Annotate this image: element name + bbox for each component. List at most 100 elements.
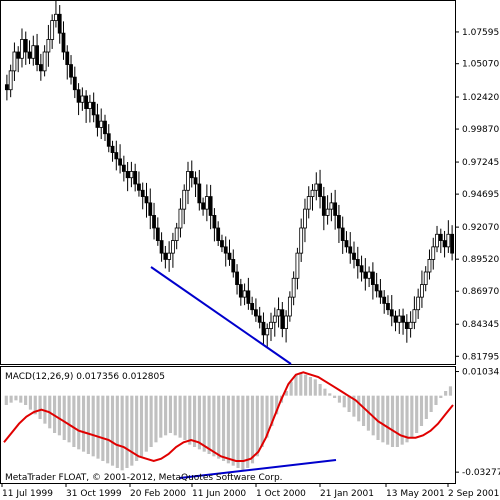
time-axis-label: 11 Jul 1999 <box>2 489 53 499</box>
candle-body <box>344 240 349 248</box>
candle-body <box>325 208 330 216</box>
candle-body <box>416 296 421 311</box>
macd-hist-bar <box>323 388 327 396</box>
trendline-macd[interactable] <box>179 459 337 479</box>
candle-body <box>238 284 243 298</box>
macd-hist-bar <box>226 395 230 464</box>
macd-hist-bar <box>14 395 18 401</box>
candle-body <box>333 202 338 216</box>
price-axis-label: 1.07595 <box>462 28 499 38</box>
trendline-price[interactable] <box>150 266 292 365</box>
macd-hist-bar <box>72 395 76 447</box>
candle-body <box>110 145 115 153</box>
candle-body <box>446 233 451 248</box>
macd-hist-bar <box>207 395 211 454</box>
candle-body <box>80 95 85 103</box>
macd-hist-bar <box>77 395 81 450</box>
macd-hist-bar <box>275 395 279 415</box>
macd-hist-bar <box>4 395 8 405</box>
candle-body <box>412 309 417 323</box>
macd-hist-bar <box>270 395 274 426</box>
price-axis-label: 0.99870 <box>462 125 499 135</box>
candle-body <box>435 233 439 248</box>
candle-body <box>291 277 296 298</box>
time-axis: 11 Jul 1999 31 Oct 1999 20 Feb 2000 11 Jun … <box>1 483 499 499</box>
candle-body <box>125 171 130 179</box>
macd-hist-bar <box>144 395 148 452</box>
candle-body <box>235 271 239 285</box>
candle-body <box>114 152 119 160</box>
candle-body <box>133 171 138 185</box>
price-axis-label: 0.89520 <box>462 255 499 265</box>
candle-body <box>148 202 153 216</box>
macd-hist-bar <box>212 395 216 457</box>
candle-body <box>389 309 394 317</box>
macd-hist-bar <box>9 395 13 403</box>
macd-hist-bar <box>221 395 226 461</box>
macd-hist-bar <box>390 395 395 447</box>
macd-hist-bar <box>86 395 90 454</box>
candle-body <box>220 240 224 248</box>
macd-hist-bar <box>236 395 240 468</box>
candle-body <box>16 51 21 59</box>
candle-body <box>355 259 360 267</box>
macd-hist-bar <box>395 395 399 447</box>
candle-body <box>12 51 17 72</box>
candle-body <box>27 51 32 59</box>
candle-body <box>103 120 107 135</box>
macd-hist-bar <box>342 395 346 408</box>
time-axis-label: 21 Jan 2001 <box>320 489 374 499</box>
candle-body <box>329 202 334 210</box>
macd-hist-bar <box>410 395 414 438</box>
macd-hist-bar <box>265 395 269 438</box>
candle-body <box>276 309 281 317</box>
candle-body <box>140 189 145 197</box>
candle-body <box>42 51 47 72</box>
candle-body <box>223 246 228 254</box>
candle-body <box>20 39 24 59</box>
candle-body <box>284 315 288 329</box>
candle-body <box>31 45 36 59</box>
candle-body <box>182 189 187 210</box>
candle-body <box>295 252 300 279</box>
candle-body <box>431 246 436 260</box>
macd-hist-bar <box>188 395 192 445</box>
candle-body <box>261 321 266 336</box>
candle-body <box>174 227 179 241</box>
price-candles <box>4 0 455 348</box>
candle-body <box>91 101 96 116</box>
macd-hist-bar <box>154 395 158 443</box>
macd-hist-bar <box>386 395 390 445</box>
macd-hist-bar <box>168 395 173 433</box>
candle-body <box>265 328 270 336</box>
candle-body <box>246 290 251 304</box>
candle-body <box>72 76 77 91</box>
price-axis-label: 1.05070 <box>462 60 499 70</box>
macd-hist-bar <box>260 395 264 447</box>
macd-hist-bar <box>246 395 250 468</box>
candle-body <box>46 39 51 53</box>
macd-histogram <box>4 372 453 471</box>
candle-body <box>442 240 447 248</box>
candle-body <box>163 252 168 260</box>
macd-hist-bar <box>313 379 317 396</box>
candle-body <box>269 321 273 329</box>
candle-body <box>272 315 277 323</box>
candle-body <box>438 233 443 241</box>
candle-body <box>303 208 307 229</box>
macd-hist-bar <box>101 395 105 461</box>
candle-body <box>106 133 111 147</box>
macd-hist-bar <box>91 395 95 457</box>
candle-body <box>167 252 172 260</box>
candle-body <box>310 189 315 197</box>
macd-hist-bar <box>328 393 332 396</box>
macd-hist-bar <box>284 391 288 396</box>
price-panel-frame <box>0 0 456 365</box>
macd-hist-bar <box>448 386 453 396</box>
price-axis-label: 1.02420 <box>462 93 499 103</box>
macd-hist-bar <box>106 395 110 464</box>
candle-body <box>401 315 405 323</box>
candle-body <box>314 183 319 191</box>
macd-hist-bar <box>419 395 424 426</box>
macd-hist-bar <box>173 395 177 436</box>
